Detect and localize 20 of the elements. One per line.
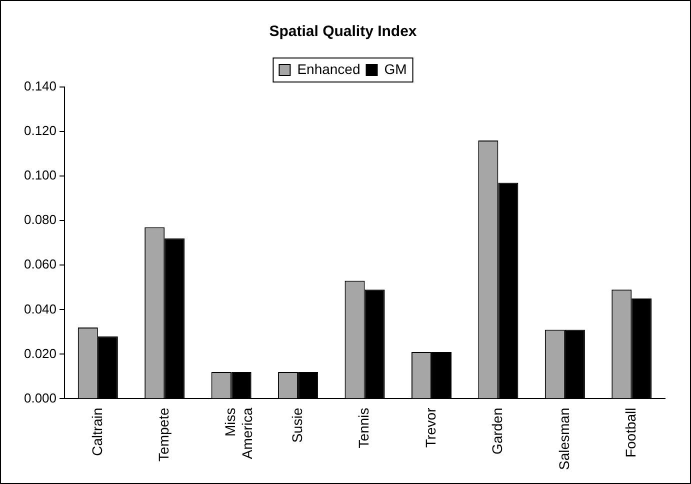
y-tick-label: 0.040 <box>24 301 57 316</box>
y-tick-label: 0.000 <box>24 390 57 406</box>
x-tick-label: Caltrain <box>88 408 105 456</box>
legend-label: Enhanced <box>297 60 360 77</box>
y-tick-label: 0.060 <box>24 256 57 272</box>
y-tick-label: 0.020 <box>24 346 57 361</box>
y-tick-label: 0.120 <box>24 123 57 138</box>
x-tick-label: Tempete <box>155 408 172 462</box>
x-tick-label: Football <box>622 408 638 458</box>
y-tick-label: 0.100 <box>24 168 57 183</box>
y-tick-label: 0.080 <box>24 212 57 228</box>
x-tick-label: Tennis <box>356 408 372 448</box>
x-tick-label: Garden <box>489 408 506 454</box>
x-tick-label: Trevor <box>422 407 438 448</box>
chart-title: Spatial Quality Index <box>269 23 418 40</box>
x-tick-label: Salesman <box>556 408 572 470</box>
legend-label: GM <box>384 60 407 77</box>
x-tick-label: Miss America <box>222 408 255 460</box>
y-tick-label: 0.140 <box>24 78 57 94</box>
x-tick-label: Susie <box>288 408 305 443</box>
